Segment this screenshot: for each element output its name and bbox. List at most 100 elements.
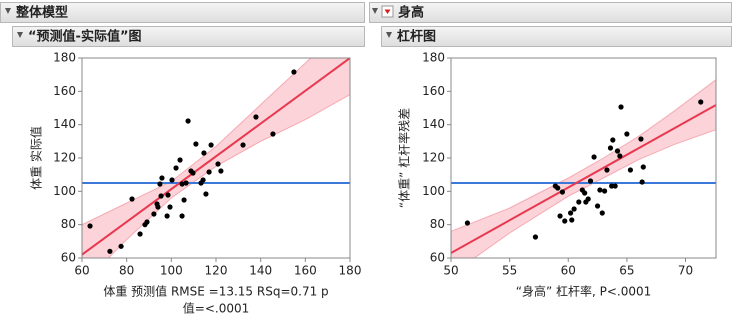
point [158,193,164,199]
point [604,167,610,173]
point [129,196,135,202]
point [240,142,246,148]
y-tick-label: 100 [53,184,76,198]
point [594,203,601,209]
disclosure-icon[interactable] [372,8,378,14]
point [624,131,630,137]
point [181,197,187,203]
x-tick-label: 140 [249,264,272,278]
point [555,185,561,191]
y-tick-label: 180 [422,51,445,65]
y-tick-label: 180 [53,51,76,65]
menu-icon [384,9,391,14]
point [591,154,597,160]
point [200,177,206,183]
point [617,153,623,159]
point [144,219,150,225]
point [183,180,189,186]
point [253,114,259,120]
confidence-band [451,79,716,258]
header-title: 身高 [398,5,424,21]
x-tick-label: 100 [160,264,183,278]
point [215,161,221,167]
point [585,196,591,202]
y-tick-label: 60 [430,251,445,265]
point [627,167,634,173]
disclosure-icon[interactable] [5,8,11,14]
point [193,141,199,147]
point [177,157,183,163]
point [137,231,143,237]
point [107,248,113,254]
x-axis-title: “身高” 杠杆率, P<.0001 [516,284,652,299]
point [169,177,175,183]
y-axis-title: 体重 实际值 [29,126,44,190]
x-tick-label: 55 [502,264,517,278]
point [698,99,704,105]
point [179,213,185,219]
point [118,243,124,249]
header-title: 整体模型 [15,5,68,21]
x-tick-label: 60 [74,264,89,278]
x-axis-title: 值=<.0001 [183,301,249,316]
disclosure-icon[interactable] [17,32,23,38]
point [87,223,93,229]
point [203,191,209,197]
x-tick-label: 50 [443,264,458,278]
point [562,218,568,224]
point [597,187,603,193]
point [612,183,618,189]
point [185,118,191,124]
point [640,164,646,170]
y-tick-label: 160 [53,84,76,98]
point [179,181,185,187]
y-tick-label: 120 [422,151,445,165]
subheader-bar[interactable] [12,26,365,47]
point [164,213,170,219]
x-tick-label: 60 [561,264,576,278]
point [173,165,179,171]
point [582,190,588,196]
point [618,104,624,110]
point [614,148,621,154]
y-tick-label: 140 [53,117,76,131]
point [167,204,173,210]
fit-line [451,104,716,254]
point [638,136,644,142]
point [610,137,616,143]
point [206,169,212,175]
point [571,206,577,212]
point [569,217,575,223]
point [208,142,214,148]
x-axis-title: 体重 预测值 RMSE =13.15 RSq=0.71 p [103,284,328,299]
point [151,211,157,217]
subheader-title: “预测值-实际值”图 [28,29,141,45]
point [218,168,224,174]
header-bar[interactable] [0,2,365,23]
point [190,170,196,176]
point [532,234,539,240]
point [464,220,471,226]
point [291,69,297,75]
y-tick-label: 60 [61,251,76,265]
x-tick-label: 160 [294,264,317,278]
point [599,210,605,216]
y-tick-label: 140 [422,117,445,131]
point [607,145,614,151]
x-tick-label: 180 [339,264,362,278]
point [639,179,645,185]
point [155,204,161,210]
point [270,131,276,137]
x-tick-label: 65 [619,264,634,278]
point [157,181,163,187]
plot-area [82,58,350,258]
plot-area [451,79,716,258]
fit-line [82,58,350,256]
y-tick-label: 80 [61,217,76,231]
y-tick-label: 160 [422,84,445,98]
point [587,178,594,184]
point [201,150,207,156]
disclosure-icon[interactable] [386,32,392,38]
point [576,199,582,205]
